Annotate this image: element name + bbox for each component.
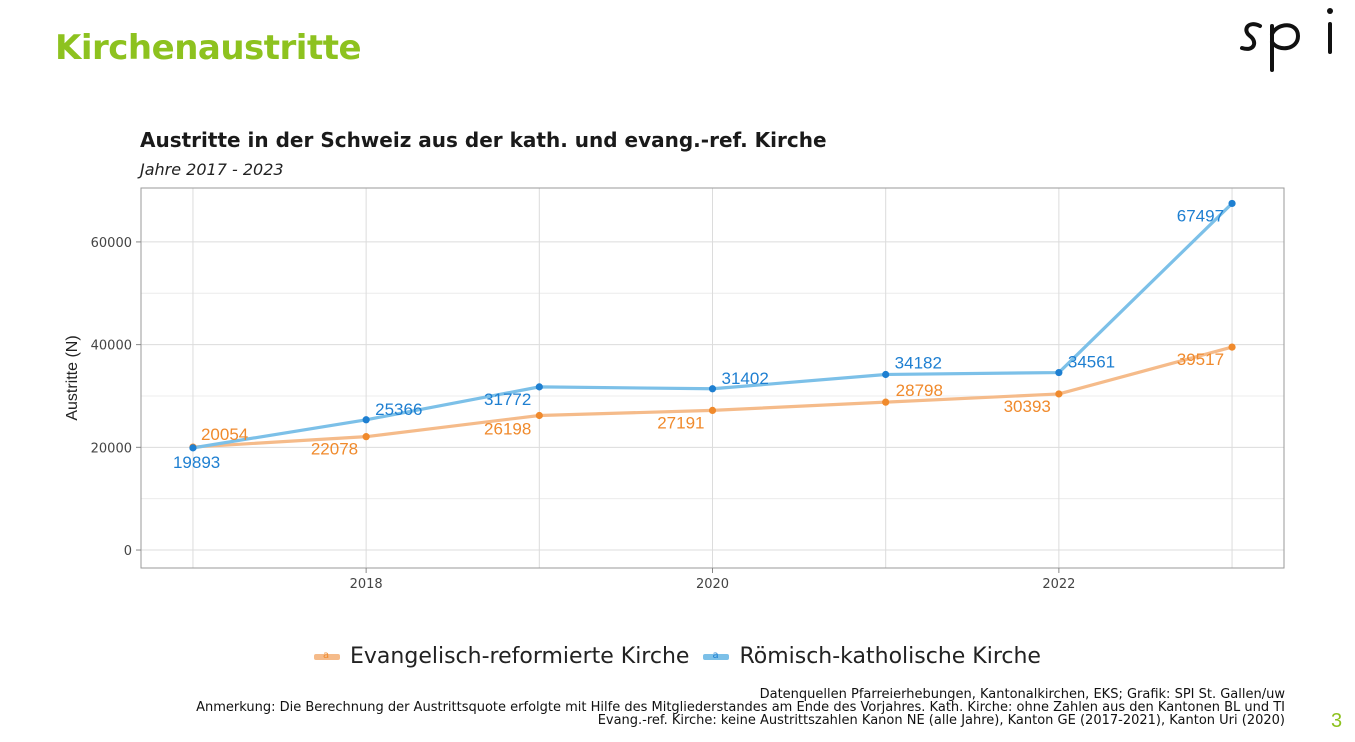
data-label-kath: 67497 (1177, 206, 1224, 225)
legend-item-kath: a Römisch-katholische Kirche (703, 644, 1041, 669)
page-title: Kirchenaustritte (55, 28, 362, 68)
data-point-evang (882, 398, 890, 406)
y-axis-label: Austritte (N) (64, 335, 81, 420)
data-point-kath (1228, 199, 1236, 208)
data-point-evang (708, 406, 717, 414)
data-point-evang (1055, 390, 1063, 398)
data-label-evang: 26198 (484, 419, 531, 438)
data-label-evang: 30393 (1004, 397, 1051, 416)
data-label-kath: 34561 (1068, 353, 1115, 372)
y-tick-label: 20000 (91, 441, 132, 456)
chart-title: Austritte in der Schweiz aus der kath. u… (140, 128, 827, 152)
data-label-evang: 22078 (311, 440, 358, 459)
data-label-kath: 31402 (722, 369, 769, 388)
legend-swatch-evang: a (314, 650, 341, 661)
data-label-evang: 39517 (1177, 350, 1224, 369)
line-chart: 0 20000 40000 60000 2018 2020 2022 Austritte … (64, 187, 1285, 592)
notes-line-2: Anmerkung: Die Berechnung der Austrittsq… (196, 700, 1285, 715)
data-label-evang: 28798 (896, 381, 943, 400)
data-label-kath: 31772 (484, 390, 531, 409)
notes-line-3: Evang.-ref. Kirche: keine Austrittszahle… (597, 713, 1285, 728)
data-label-kath: 25366 (375, 400, 422, 419)
y-tick-label: 40000 (91, 339, 132, 354)
x-tick-label: 2020 (696, 577, 729, 592)
data-point-kath (708, 385, 717, 393)
data-label-kath: 19893 (173, 453, 220, 472)
data-label-evang: 27191 (657, 413, 704, 432)
data-point-kath (189, 444, 197, 452)
legend-swatch-kath: a (703, 650, 730, 661)
chart-subtitle: Jahre 2017 - 2023 (140, 160, 284, 179)
page-number: 3 (1331, 710, 1343, 732)
spi-logo (1240, 8, 1333, 72)
x-tick-label: 2022 (1042, 577, 1075, 592)
notes-line-1: Datenquellen Pfarreierhebungen, Kantonal… (759, 687, 1285, 702)
source-notes: Datenquellen Pfarreierhebungen, Kantonal… (196, 688, 1285, 727)
y-tick-label: 0 (124, 544, 132, 559)
series-group: 20054 22078 26198 27191 28798 30393 39517 19893… (173, 199, 1236, 472)
data-label-kath: 34182 (895, 353, 942, 372)
legend-label-kath: Römisch-katholische Kirche (739, 644, 1041, 669)
legend: a Evangelisch-reformierte Kirche a Römis… (0, 644, 1355, 669)
data-label-evang: 20054 (201, 425, 248, 444)
data-point-evang (1228, 343, 1236, 351)
data-point-evang (362, 433, 370, 441)
y-tick-label: 60000 (91, 236, 132, 251)
data-point-kath (882, 370, 890, 379)
grid (141, 188, 1284, 568)
data-point-kath (362, 416, 370, 424)
legend-item-evang: a Evangelisch-reformierte Kirche (314, 644, 689, 669)
x-tick-label: 2018 (350, 577, 383, 592)
data-point-evang (535, 411, 543, 420)
data-point-kath (535, 383, 543, 391)
y-axis: 0 20000 40000 60000 (91, 236, 141, 559)
data-point-kath (1055, 368, 1063, 377)
legend-label-evang: Evangelisch-reformierte Kirche (350, 644, 690, 669)
x-axis: 2018 2020 2022 (350, 568, 1075, 592)
